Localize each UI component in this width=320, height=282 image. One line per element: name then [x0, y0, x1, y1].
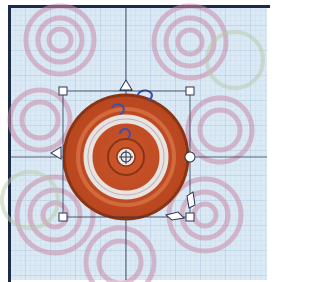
rotate-handle[interactable] [185, 152, 195, 162]
frame-left [8, 5, 11, 282]
resize-handle-top-right[interactable] [186, 87, 194, 95]
design-canvas[interactable] [0, 0, 270, 282]
resize-handle-top-left[interactable] [59, 87, 67, 95]
resize-handle-bottom-right[interactable] [186, 213, 194, 221]
page: (() => { const data = JSON.parse(documen… [0, 0, 270, 282]
resize-handle-bottom-left[interactable] [59, 213, 67, 221]
